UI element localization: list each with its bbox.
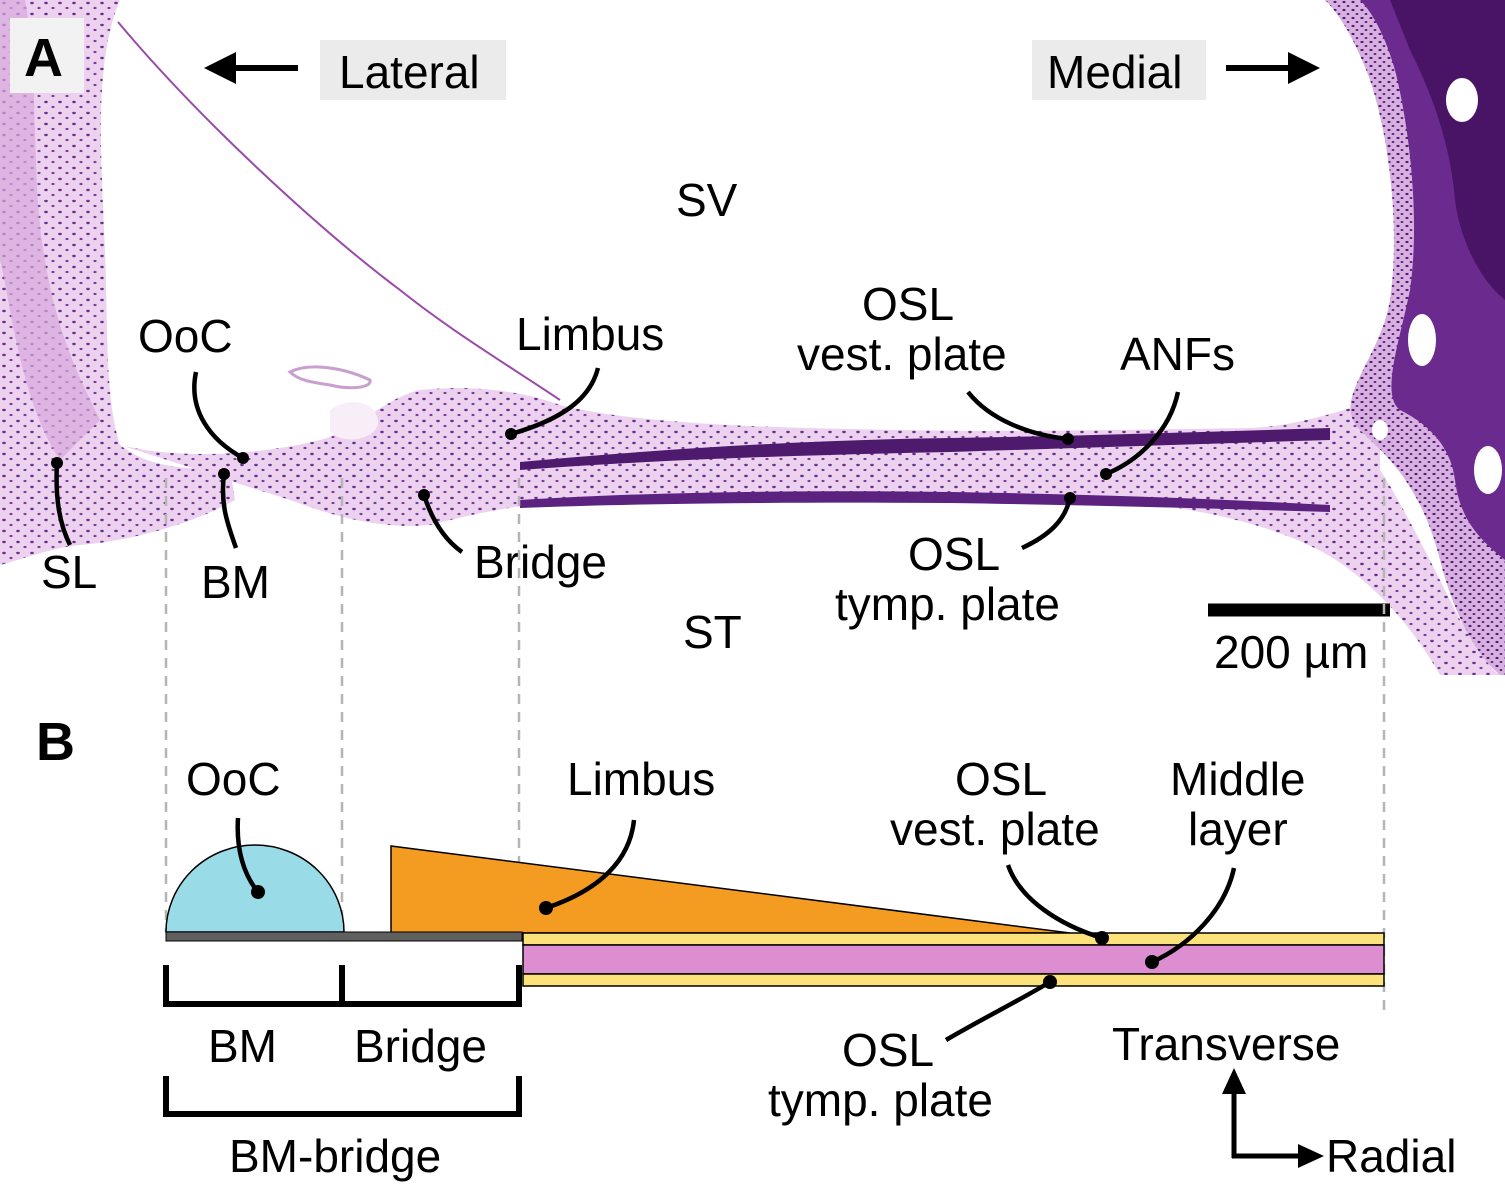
bm-bridge-label: BM-bridge — [229, 1130, 441, 1182]
cochlear-partition-tissue — [120, 388, 1500, 675]
transverse-label: Transverse — [1112, 1018, 1340, 1070]
ooc-point-a — [237, 452, 249, 464]
bone-cavity — [1474, 446, 1502, 494]
stria-strip — [0, 0, 100, 460]
reissners-membrane — [117, 21, 561, 401]
osl-vest-point-a — [1062, 433, 1074, 445]
ooc-point-b — [251, 885, 265, 899]
osl-vest-plate-tissue — [520, 428, 1330, 470]
medial-label: Medial — [1047, 46, 1183, 98]
osl-tymp-label-a-2: tymp. plate — [835, 578, 1060, 630]
scale-bar-label: 200 µm — [1214, 626, 1368, 678]
bone-cavity — [1446, 78, 1478, 122]
osl-tymp-leader-a — [1021, 497, 1073, 551]
limbus-clear-area — [330, 402, 379, 440]
bm-label-a: BM — [201, 556, 270, 608]
limbus-leader-b — [545, 819, 637, 911]
panel-a-labels: A Lateral Medial SV ST OoC Limbus OSL ve… — [10, 18, 1390, 678]
sv-label: SV — [676, 174, 738, 226]
transverse-arrowhead — [1222, 1068, 1246, 1094]
panel-a-letter: A — [24, 28, 63, 88]
middle-layer-shape — [522, 944, 1385, 975]
schematic-panel: B OoC Limbus OSL vest. plate Middle laye… — [36, 712, 1456, 1182]
sl-leader — [54, 462, 73, 547]
bm-bridge-bracket — [163, 1076, 522, 1117]
osl-vest-leader-a — [966, 390, 1069, 442]
middle-layer-point — [1145, 955, 1159, 969]
osl-tymp-label-b-2: tymp. plate — [768, 1074, 993, 1126]
medial-label-box — [1032, 40, 1206, 100]
bridge-label-a: Bridge — [474, 536, 607, 588]
middle-layer-label-1: Middle — [1170, 753, 1306, 805]
sl-point — [51, 457, 63, 469]
sl-label: SL — [41, 546, 97, 598]
modiolus-darkest-bone — [1390, 0, 1505, 300]
bone-cavity — [1372, 420, 1388, 440]
middle-layer-label-2: layer — [1188, 803, 1288, 855]
osl-vest-label-a-2: vest. plate — [797, 328, 1007, 380]
osl-tymp-point-b — [1043, 975, 1057, 989]
osl-tymp-label-b-1: OSL — [842, 1024, 934, 1076]
bm-leader-a — [220, 473, 239, 549]
osl-tymp-leader-b — [944, 980, 1052, 1042]
osl-vest-label-b-1: OSL — [955, 753, 1047, 805]
limbus-point-a — [505, 428, 517, 440]
histology-image — [0, 0, 1505, 675]
limbus-leader-a — [510, 367, 601, 437]
osl-vest-plate-shape — [522, 932, 1385, 946]
limbus-label-a: Limbus — [516, 308, 664, 360]
bridge-point-a — [418, 489, 430, 501]
ooc-label-b: OoC — [186, 753, 281, 805]
bm-bridge-bar — [165, 931, 523, 942]
osl-tymp-label-a-1: OSL — [908, 528, 1000, 580]
bridge-label-b: Bridge — [354, 1020, 487, 1072]
tectorial-membrane — [287, 365, 372, 390]
limbus-point-b — [539, 901, 553, 915]
osl-tymp-point-a — [1064, 492, 1076, 504]
anfs-leader — [1105, 391, 1181, 477]
st-label: ST — [683, 606, 742, 658]
bridge-leader-a — [421, 494, 464, 554]
lateral-label-box — [320, 40, 506, 100]
bm-point-a — [218, 468, 230, 480]
middle-layer-leader — [1151, 867, 1237, 965]
panel-b-letter: B — [36, 712, 75, 772]
osl-vest-label-a-1: OSL — [862, 278, 954, 330]
osl-tymp-plate-tissue — [520, 491, 1330, 512]
osl-vest-label-b-2: vest. plate — [890, 803, 1100, 855]
limbus-label-b: Limbus — [567, 753, 715, 805]
bone-cavity — [1408, 314, 1436, 366]
osl-vest-leader-b — [1005, 864, 1103, 941]
bm-bracket — [163, 965, 345, 1007]
ooc-label-a: OoC — [138, 310, 233, 362]
medial-arrowhead — [1288, 52, 1320, 84]
radial-label: Radial — [1326, 1130, 1456, 1182]
ooc-leader-a — [192, 371, 245, 460]
bm-label-b: BM — [208, 1020, 277, 1072]
osl-tymp-plate-shape — [522, 973, 1385, 987]
anfs-label: ANFs — [1120, 328, 1235, 380]
panel-a-letter-box — [10, 18, 84, 93]
lateral-label: Lateral — [339, 46, 480, 98]
radial-arrowhead — [1298, 1144, 1324, 1168]
bridge-bracket — [342, 965, 522, 1007]
alignment-guides — [164, 478, 1386, 1010]
osl-vest-point-b — [1095, 931, 1109, 945]
anfs-point — [1100, 468, 1112, 480]
limbus-shape — [390, 845, 1071, 934]
lateral-arrowhead — [204, 52, 236, 84]
